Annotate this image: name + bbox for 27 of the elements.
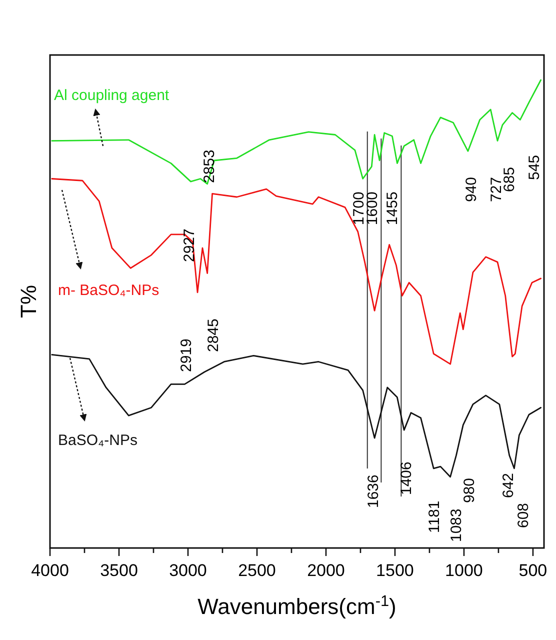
series-label: BaSO₄-NPs <box>58 432 138 449</box>
x-tick-label: 1500 <box>376 561 414 580</box>
x-tick-label: 2500 <box>238 561 276 580</box>
x-tick-label: 3500 <box>100 561 138 580</box>
x-axis-title: Wavenumbers(cm$^{-1}$) <box>198 592 396 619</box>
text: Al coupling agent <box>54 87 170 104</box>
annotation: 1406 <box>398 462 415 495</box>
annotation: 1181 <box>426 500 443 533</box>
annotation: 940 <box>463 176 480 202</box>
annotation: 2919 <box>178 338 195 372</box>
x-tick-label: 3000 <box>169 561 207 580</box>
series-label: m- BaSO₄-NPs <box>58 282 160 299</box>
ref-line-label: 1455 <box>384 192 402 226</box>
x-tick-label: 500 <box>518 561 548 580</box>
annotation: 2927 <box>181 228 198 262</box>
y-axis-title: T% <box>16 285 41 318</box>
annotation: 1083 <box>448 508 465 542</box>
annotation: 1636 <box>365 474 382 508</box>
x-tick-label: 1000 <box>445 561 483 580</box>
annotation: 2845 <box>205 318 222 352</box>
annotation: 545 <box>526 154 543 180</box>
annotation: 980 <box>461 478 478 503</box>
x-tick-label: 4000 <box>31 561 69 580</box>
annotation: 642 <box>500 472 517 498</box>
x-tick-label: 2000 <box>307 561 345 580</box>
annotation: 608 <box>515 502 532 528</box>
annotation: 2853 <box>201 150 218 183</box>
